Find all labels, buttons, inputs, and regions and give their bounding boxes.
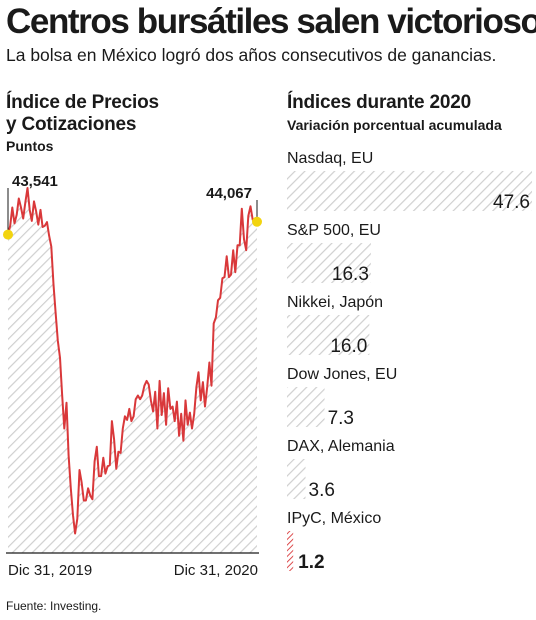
bar-value-label: 16.3 — [332, 264, 369, 285]
bar — [287, 387, 325, 427]
bar-chart-subtitle: Variación porcentual acumulada — [287, 117, 502, 133]
line-chart-title-line1: Índice de Precios — [6, 92, 159, 113]
line-chart-unit-label: Puntos — [6, 138, 54, 154]
bar-category-label: Dow Jones, EU — [287, 366, 397, 383]
line-chart-area — [8, 188, 257, 553]
chart-subtitle: La bolsa en México logró dos años consec… — [6, 45, 497, 65]
start-point — [3, 229, 13, 240]
bar — [287, 315, 370, 355]
bar — [287, 459, 306, 499]
bar — [287, 243, 371, 283]
x-start-label: Dic 31, 2019 — [8, 562, 92, 579]
start-value-label: 43,541 — [12, 173, 58, 190]
series-line — [7, 187, 258, 535]
bar — [287, 171, 532, 211]
bar-value-label: 47.6 — [493, 192, 530, 213]
bar-value-label: 3.6 — [309, 480, 335, 501]
x-end-label: Dic 31, 2020 — [174, 562, 258, 579]
end-value-label: 44,067 — [206, 185, 252, 202]
bar-value-label: 1.2 — [298, 552, 324, 573]
end-point — [252, 216, 262, 227]
bar-value-label: 7.3 — [328, 408, 354, 429]
bar-category-label: Nikkei, Japón — [287, 294, 383, 311]
bar-chart-title: Índices durante 2020 — [287, 92, 471, 113]
bar-category-label: S&P 500, EU — [287, 222, 381, 239]
bar-category-label: DAX, Alemania — [287, 438, 395, 455]
chart-title: Centros bursátiles salen victoriosos — [6, 2, 536, 41]
bar-value-label: 16.0 — [330, 336, 367, 357]
bar-category-label: Nasdaq, EU — [287, 150, 373, 167]
line-chart-title-line2: y Cotizaciones — [6, 114, 137, 135]
bar-category-label: IPyC, México — [287, 510, 381, 527]
bar — [287, 531, 294, 571]
source-note: Fuente: Investing. — [6, 599, 102, 613]
